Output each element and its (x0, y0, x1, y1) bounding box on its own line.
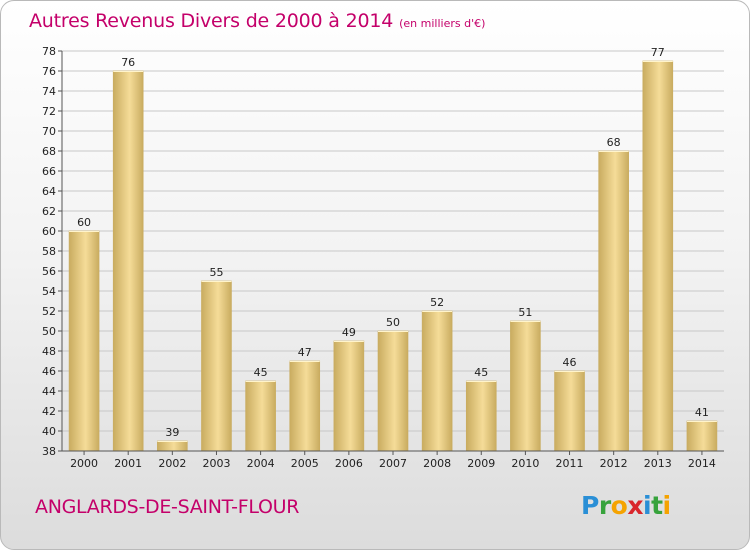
bar-2004 (245, 380, 276, 452)
value-label-2013: 77 (651, 46, 665, 59)
y-tick-label: 42 (42, 405, 56, 418)
x-tick-label-2003: 2003 (202, 457, 230, 470)
title-text: Autres Revenus Divers de 2000 à 2014 (29, 10, 394, 32)
y-tick-label: 56 (42, 265, 56, 278)
chart-title: Autres Revenus Divers de 2000 à 2014 (en … (29, 10, 485, 32)
y-tick-label: 50 (42, 325, 56, 338)
x-tick-label-2014: 2014 (688, 457, 716, 470)
y-tick-label: 70 (42, 125, 56, 138)
x-tick-label-2005: 2005 (291, 457, 319, 470)
y-tick-label: 76 (42, 65, 56, 78)
value-label-2006: 49 (342, 326, 356, 339)
y-tick-label: 52 (42, 305, 56, 318)
y-tick-label: 54 (42, 285, 56, 298)
x-tick-label-2000: 2000 (70, 457, 98, 470)
value-label-2009: 45 (474, 366, 488, 379)
bars (68, 60, 718, 452)
y-tick-label: 48 (42, 345, 56, 358)
y-tick-label: 60 (42, 225, 56, 238)
y-tick-label: 78 (42, 45, 56, 58)
y-tick-label: 46 (42, 365, 56, 378)
bar-2001 (112, 70, 144, 452)
x-tick-label-2007: 2007 (379, 457, 407, 470)
y-tick-label: 38 (42, 445, 56, 458)
bar-2011 (554, 370, 585, 452)
x-tick-label-2012: 2012 (600, 457, 628, 470)
logo-letter: r (598, 491, 611, 520)
bar-2010 (510, 320, 541, 452)
y-tick-label: 68 (42, 145, 56, 158)
y-tick-label: 64 (42, 185, 56, 198)
y-tick-label: 62 (42, 205, 56, 218)
value-label-2014: 41 (695, 406, 709, 419)
value-label-2008: 52 (430, 296, 444, 309)
x-tick-label-2009: 2009 (467, 457, 495, 470)
bar-2000 (68, 230, 100, 452)
value-label-2003: 55 (209, 266, 223, 279)
bar-2006 (333, 340, 365, 452)
proxiti-logo[interactable]: Proxiti (581, 491, 671, 520)
bar-2005 (289, 360, 321, 452)
y-tick-label: 74 (42, 85, 56, 98)
x-tick-label-2006: 2006 (335, 457, 363, 470)
x-tick-label-2010: 2010 (511, 457, 539, 470)
logo-letter: i (643, 491, 652, 520)
x-tick-label-2008: 2008 (423, 457, 451, 470)
x-tick-label-2011: 2011 (556, 457, 584, 470)
bar-2012 (598, 150, 629, 452)
value-labels: 60 76 39 55 45 47 49 50 52 45 51 46 68 77 41 (77, 46, 709, 439)
logo-letter: o (610, 491, 628, 520)
value-label-2002: 39 (165, 426, 179, 439)
x-tick-label-2004: 2004 (247, 457, 275, 470)
logo-letter: P (581, 491, 599, 520)
bar-2002 (157, 440, 188, 452)
x-tick-label-2013: 2013 (644, 457, 672, 470)
x-axis-ticks: 2000 2001 2002 2003 2004 2005 2006 2007 2008 2009… (70, 451, 716, 470)
x-tick-label-2001: 2001 (114, 457, 142, 470)
value-label-2004: 45 (254, 366, 268, 379)
y-tick-label: 44 (42, 385, 56, 398)
logo-letter: x (627, 491, 643, 520)
y-tick-label: 72 (42, 105, 56, 118)
bar-2009 (465, 380, 497, 452)
bar-2003 (201, 280, 232, 452)
value-label-2001: 76 (121, 56, 135, 69)
town-name: ANGLARDS-DE-SAINT-FLOUR (35, 496, 300, 518)
x-tick-label-2002: 2002 (158, 457, 186, 470)
bar-2013 (642, 60, 674, 452)
y-tick-label: 40 (42, 425, 56, 438)
y-tick-label: 66 (42, 165, 56, 178)
logo-letter: i (662, 491, 672, 520)
value-label-2011: 46 (563, 356, 577, 369)
value-label-2012: 68 (607, 136, 621, 149)
bar-2014 (686, 420, 718, 452)
value-label-2010: 51 (518, 306, 532, 319)
bar-2008 (421, 310, 453, 452)
logo-letter: t (651, 491, 663, 520)
y-axis-ticks: 38 40 42 44 46 48 50 52 54 56 58 60 62 64 66 68 70 72 74 76… (42, 45, 62, 458)
value-label-2007: 50 (386, 316, 400, 329)
bar-2007 (377, 330, 409, 452)
unit-note: (en milliers d'€) (399, 17, 486, 30)
y-tick-label: 58 (42, 245, 56, 258)
value-label-2000: 60 (77, 216, 91, 229)
value-label-2005: 47 (298, 346, 312, 359)
